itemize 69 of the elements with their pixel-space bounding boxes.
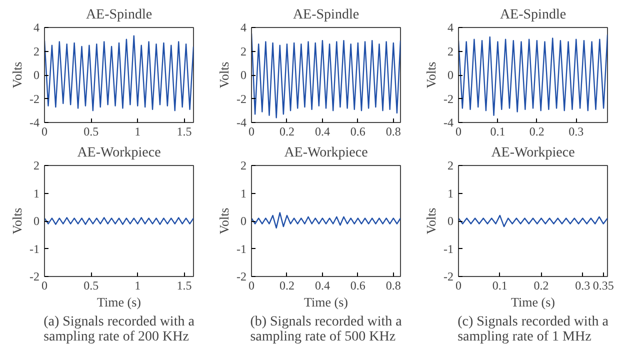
x-axis-title: Time (s)	[97, 294, 141, 310]
y-tick-label: -2	[30, 92, 40, 106]
y-tick-label: -1	[444, 242, 454, 256]
y-tick-label: 4	[240, 20, 246, 34]
y-tick-label: -2	[444, 92, 454, 106]
x-tick-label: 0.6	[350, 124, 366, 138]
y-axis-title: Volts	[424, 208, 439, 234]
y-tick-label: 2	[240, 158, 246, 172]
chart-title: AE-Workpiece	[491, 146, 575, 160]
y-tick-label: 2	[34, 44, 40, 58]
x-axis-title: Time (s)	[511, 294, 555, 310]
y-tick-label: -1	[236, 242, 247, 256]
y-axis-title: Volts	[10, 208, 25, 234]
text: (c) Signals recorded with a sampling rate of 1 MHz	[458, 314, 610, 344]
x-tick-label: 0.5	[84, 124, 99, 138]
y-axis-title: Volts	[10, 62, 25, 88]
x-tick-label: 0.2	[279, 124, 294, 138]
x-tick-label: 0.2	[534, 278, 549, 292]
chart-title: AE-Spindle	[292, 8, 360, 22]
y-tick-label: -4	[30, 116, 40, 130]
x-tick-label: 0.3	[575, 278, 590, 292]
y-tick-label: 4	[34, 20, 40, 34]
y-tick-label: 0	[240, 214, 246, 228]
y-tick-label: -1	[30, 242, 40, 256]
x-tick-label: 0.35	[592, 278, 614, 292]
y-tick-label: 2	[448, 44, 454, 58]
y-tick-label: 1	[448, 186, 454, 200]
y-tick-label: 4	[448, 20, 454, 34]
chart-title: AE-Spindle	[86, 8, 152, 22]
y-tick-label: 1	[34, 186, 40, 200]
x-tick-label: 0.6	[350, 278, 366, 292]
x-tick-label: 1	[134, 278, 141, 292]
y-tick-label: 0	[34, 214, 40, 228]
y-tick-label: -4	[444, 116, 454, 130]
y-tick-label: -2	[236, 92, 247, 106]
x-tick-label: 0.5	[84, 278, 99, 292]
x-tick-label: 1	[134, 124, 141, 138]
y-tick-label: 2	[448, 158, 454, 172]
x-tick-label: 0.8	[386, 278, 401, 292]
x-tick-label: 1.5	[176, 124, 192, 138]
y-tick-label: 0	[448, 214, 454, 228]
y-tick-label: -4	[236, 116, 247, 130]
y-tick-label: -2	[236, 270, 247, 284]
x-tick-label: 0.3	[568, 124, 584, 138]
y-tick-label: 2	[34, 158, 40, 172]
y-tick-label: 0	[240, 68, 246, 82]
y-axis-title: Volts	[216, 208, 232, 234]
text: (a) Signals recorded with a sampling rate of 200 KHz	[44, 314, 196, 344]
chart-title: AE-Workpiece	[284, 146, 368, 160]
y-axis-title: Volts	[424, 62, 439, 88]
x-tick-label: 0.8	[386, 124, 401, 138]
x-tick-label: 0.2	[279, 278, 294, 292]
x-tick-label: 0.4	[314, 278, 330, 292]
y-tick-label: 2	[240, 44, 246, 58]
y-tick-label: 1	[240, 186, 246, 200]
y-tick-label: 0	[34, 68, 40, 82]
chart-title: AE-Spindle	[500, 8, 566, 22]
y-axis-title: Volts	[216, 62, 232, 88]
x-tick-label: 0.1	[490, 124, 506, 138]
x-tick-label: 0.2	[529, 124, 544, 138]
chart-title: AE-Workpiece	[77, 146, 161, 160]
x-tick-label: 0.1	[492, 278, 508, 292]
x-axis-title: Time (s)	[304, 294, 348, 310]
y-tick-label: 0	[448, 68, 454, 82]
x-tick-label: 0.4	[314, 124, 330, 138]
y-tick-label: -2	[444, 270, 454, 284]
y-tick-label: -2	[30, 270, 40, 284]
x-tick-label: 1.5	[176, 278, 192, 292]
text: (b) Signals recorded with a sampling rate of 500 KHz	[250, 314, 403, 344]
